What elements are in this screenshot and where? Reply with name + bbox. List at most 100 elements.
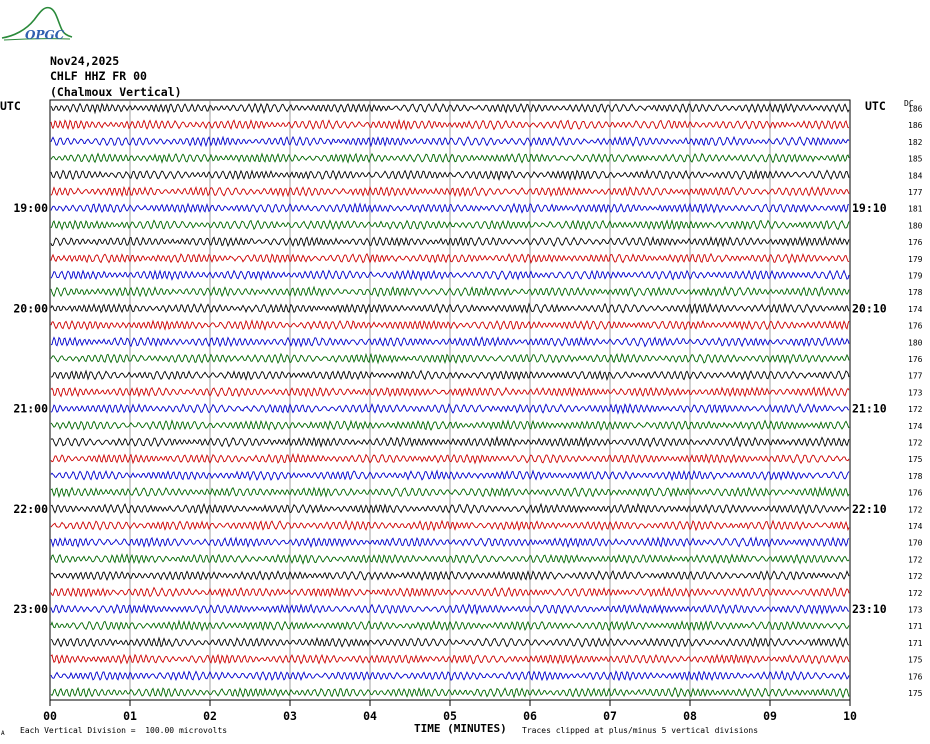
dc-offset-label: 172 bbox=[908, 439, 923, 448]
x-tick-label: 02 bbox=[203, 709, 217, 723]
seismic-trace bbox=[50, 135, 850, 148]
dc-offset-label: 172 bbox=[908, 405, 923, 414]
right-time-label: 22:10 bbox=[852, 502, 887, 516]
dc-label: DC bbox=[904, 99, 914, 108]
seismic-trace bbox=[50, 369, 850, 382]
dc-offset-label: 185 bbox=[908, 155, 923, 164]
dc-offset-label: 175 bbox=[908, 689, 923, 698]
dc-offset-label: 176 bbox=[908, 672, 923, 681]
seismic-trace bbox=[50, 536, 850, 549]
dc-offset-label: 176 bbox=[908, 355, 923, 364]
dc-offset-label: 179 bbox=[908, 272, 923, 281]
header-component: (Chalmoux Vertical) bbox=[50, 85, 182, 99]
seismic-trace bbox=[50, 102, 850, 115]
dc-offset-label: 174 bbox=[908, 422, 923, 431]
seismic-trace bbox=[50, 336, 850, 348]
seismic-trace bbox=[50, 235, 850, 248]
dc-offset-label: 174 bbox=[908, 522, 923, 531]
x-tick-label: 08 bbox=[683, 709, 697, 723]
right-utc-label: UTC bbox=[865, 99, 886, 113]
seismic-trace bbox=[50, 435, 850, 449]
seismic-trace bbox=[50, 452, 850, 465]
dc-offset-label: 186 bbox=[908, 121, 923, 130]
dc-offset-label: 181 bbox=[908, 205, 923, 214]
seismic-trace bbox=[50, 169, 850, 181]
x-tick-label: 03 bbox=[283, 709, 297, 723]
seismic-trace bbox=[50, 302, 850, 315]
seismic-trace bbox=[50, 469, 850, 482]
dc-offset-label: 178 bbox=[908, 288, 923, 297]
dc-offset-label: 177 bbox=[908, 372, 923, 381]
x-tick-label: 04 bbox=[363, 709, 377, 723]
seismic-trace bbox=[50, 653, 850, 665]
dc-offset-label: 175 bbox=[908, 455, 923, 464]
x-tick-label: 07 bbox=[603, 709, 617, 723]
header-station: CHLF HHZ FR 00 bbox=[50, 69, 147, 83]
dc-offset-label: 171 bbox=[908, 639, 923, 648]
seismic-trace bbox=[50, 319, 850, 331]
dc-offset-label: 173 bbox=[908, 388, 923, 397]
scale-note: Each Vertical Division = 100.00 microvol… bbox=[20, 726, 228, 735]
dc-offset-label: 180 bbox=[908, 338, 923, 347]
x-tick-label: 06 bbox=[523, 709, 537, 723]
dc-offset-label: 173 bbox=[908, 606, 923, 615]
left-time-label: 19:00 bbox=[13, 201, 48, 215]
seismic-trace bbox=[50, 118, 850, 131]
x-tick-label: 00 bbox=[43, 709, 57, 723]
dc-offset-label: 177 bbox=[908, 188, 923, 197]
seismic-trace bbox=[50, 285, 850, 298]
dc-offset-label: 176 bbox=[908, 322, 923, 331]
left-utc-label: UTC bbox=[0, 99, 21, 113]
x-tick-label: 05 bbox=[443, 709, 457, 723]
seismic-trace bbox=[50, 419, 850, 432]
right-time-label: 23:10 bbox=[852, 602, 887, 616]
dc-offset-label: 180 bbox=[908, 221, 923, 230]
right-time-label: 21:10 bbox=[852, 402, 887, 416]
seismic-trace bbox=[50, 269, 850, 282]
seismic-trace bbox=[50, 486, 850, 499]
left-time-label: 23:00 bbox=[13, 602, 48, 616]
dc-offset-label: 186 bbox=[908, 105, 923, 114]
dc-offset-label: 170 bbox=[908, 539, 923, 548]
seismic-trace bbox=[50, 202, 849, 214]
scale-marker: A bbox=[1, 730, 5, 737]
x-tick-label: 01 bbox=[123, 709, 137, 723]
dc-offset-label: 171 bbox=[908, 622, 923, 631]
right-time-label: 19:10 bbox=[852, 201, 887, 215]
left-time-label: 20:00 bbox=[13, 301, 48, 315]
seismic-trace bbox=[50, 386, 850, 398]
x-axis-title: TIME (MINUTES) bbox=[414, 722, 507, 735]
dc-offset-label: 176 bbox=[908, 489, 923, 498]
seismic-trace bbox=[50, 553, 850, 565]
seismic-trace bbox=[50, 569, 850, 581]
seismic-trace bbox=[50, 352, 850, 365]
seismic-trace bbox=[50, 152, 850, 164]
seismic-trace bbox=[50, 185, 850, 198]
seismic-trace bbox=[50, 619, 850, 632]
left-time-label: 21:00 bbox=[13, 402, 48, 416]
dc-offset-label: 182 bbox=[908, 138, 923, 147]
dc-offset-label: 179 bbox=[908, 255, 923, 264]
logo-text: OPGC bbox=[25, 28, 65, 42]
x-tick-label: 10 bbox=[843, 709, 857, 723]
seismic-trace bbox=[50, 519, 850, 532]
left-time-label: 22:00 bbox=[13, 502, 48, 516]
opgc-logo-mountain-icon bbox=[1, 6, 73, 41]
dc-offset-label: 175 bbox=[908, 656, 923, 665]
seismic-trace bbox=[50, 603, 850, 616]
dc-offset-label: 178 bbox=[908, 472, 923, 481]
right-time-label: 20:10 bbox=[852, 301, 887, 315]
clip-note: Traces clipped at plus/minus 5 vertical … bbox=[522, 726, 759, 735]
dc-offset-label: 172 bbox=[908, 555, 923, 564]
dc-offset-label: 184 bbox=[908, 171, 923, 180]
dc-offset-label: 172 bbox=[908, 505, 923, 514]
seismic-trace bbox=[50, 252, 850, 265]
seismic-trace bbox=[50, 686, 850, 699]
seismic-trace bbox=[50, 586, 850, 598]
dc-offset-label: 174 bbox=[908, 305, 923, 314]
x-tick-label: 09 bbox=[763, 709, 777, 723]
seismic-trace bbox=[50, 670, 850, 682]
header-date: Nov24,2025 bbox=[50, 54, 120, 68]
dc-offset-label: 172 bbox=[908, 572, 923, 581]
